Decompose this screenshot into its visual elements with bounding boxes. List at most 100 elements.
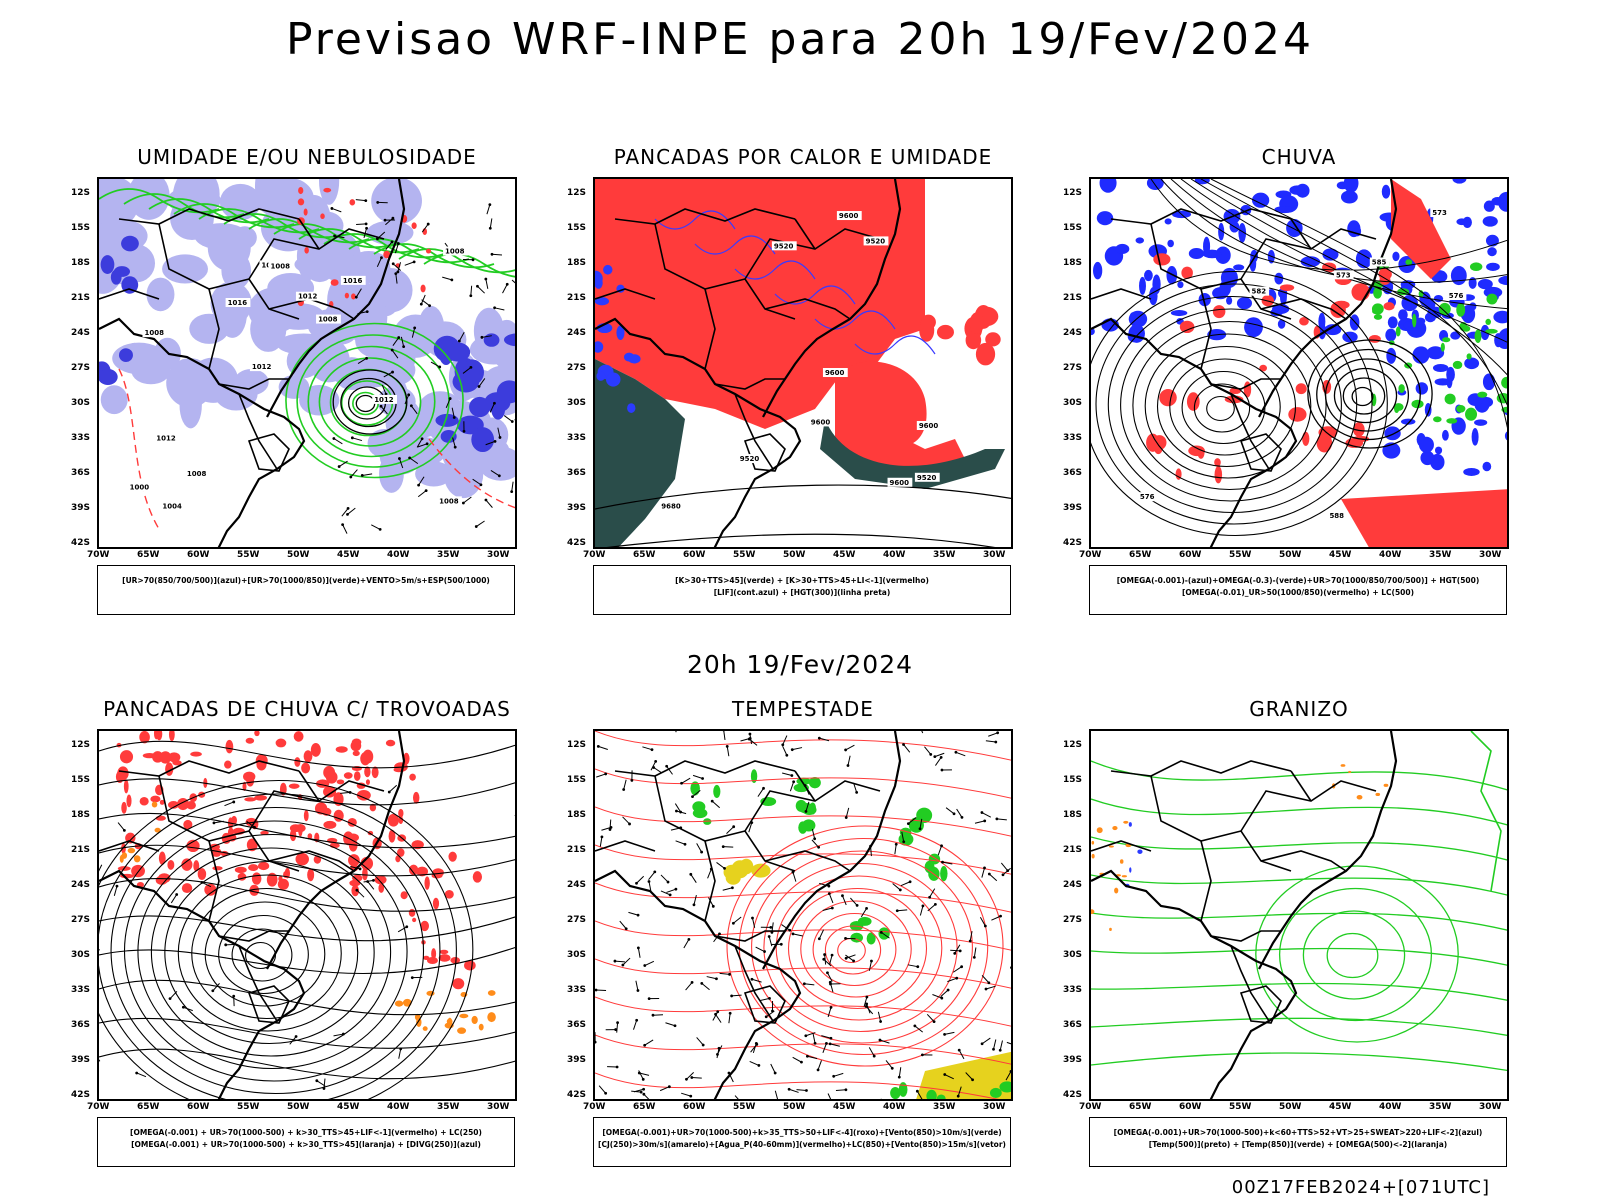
streamline [99,740,515,769]
humidity-area-blue [308,211,344,240]
longitude-tick-label: 60W [1179,550,1202,560]
isobar-contour [800,900,912,998]
svg-text:585: 585 [1372,258,1387,266]
wind-vector-head [636,913,640,917]
wind-vector [1006,1041,1011,1045]
wind-vector [755,946,765,952]
secondary-date-title: 20h 19/Fev/2024 [686,650,914,679]
latitude-tick-label: 36S [1063,468,1083,478]
wind-vector-head [396,242,400,245]
wind-vector [475,520,485,527]
wind-area-green [703,818,712,825]
wind-vector-head [364,222,368,226]
wind-vector [847,755,851,766]
thunderstorm-area-red [356,789,371,801]
wind-vector [681,1092,691,1097]
wind-vector-head [399,1047,403,1051]
longitude-tick-label: 60W [187,550,210,560]
wind-vector-head [365,226,368,230]
longitude-tick-label: 45W [833,550,856,560]
wind-vector-head [683,842,687,846]
wind-vector-head [615,1065,619,1069]
wind-vector-head [402,345,406,348]
omega-area-blue [1144,269,1153,282]
wind-vector [442,276,452,281]
wind-vector [934,752,945,758]
svg-text:9680: 9680 [661,502,681,510]
wind-vector-head [980,811,984,814]
wind-vector [417,490,427,498]
wind-vector-head [788,928,792,932]
latitude-tick-label: 12S [567,188,587,198]
wind-vector [470,285,473,296]
wind-vector-head [715,977,718,981]
wind-vector [472,478,482,486]
omega-area-green [1372,308,1380,315]
svg-text:573: 573 [1432,209,1447,217]
streamline [99,1017,515,1049]
wind-vector [420,294,426,305]
thunderstorm-area-red [248,864,259,872]
temperature-850-contour [1091,874,1507,896]
omega-area-blue [1139,276,1146,295]
rain-area-red [1391,179,1451,279]
wind-vector [170,894,178,904]
longitude-tick-label: 35W [933,1102,956,1112]
wind-vector [1005,1071,1011,1081]
thunderstorm-area-red [364,766,371,778]
country-border [764,298,851,320]
country-border [1091,840,1152,852]
wind-vector-head [983,924,987,928]
wind-vector-head [792,780,796,784]
wind-vector [940,989,949,998]
wind-vector [726,746,730,757]
country-border [794,770,816,802]
omega-area-blue [1233,264,1245,271]
wind-vector-head [954,750,958,754]
height-contour [595,484,1011,510]
wind-vector-head [730,886,734,890]
contour-label: 1012 [372,394,398,404]
humidity-area-dark [110,269,122,285]
wind-vector-head [505,282,509,286]
wind-vector [919,905,924,916]
wind-vector [666,888,677,893]
omega-area-blue [1300,256,1321,268]
latitude-tick-label: 21S [567,845,587,855]
wind-vector-head [939,755,943,759]
wind-vector-head [115,884,119,888]
wind-vector-head [852,959,855,963]
humidity-area-blue [170,196,214,241]
thunderstorm-area-red [159,799,165,805]
thunderstorm-area-red [126,794,132,808]
wind-vector [985,985,996,990]
latitude-tick-label: 30S [1063,950,1083,960]
hail-area-blue [1137,849,1143,854]
wind-vector-head [817,736,821,740]
thunderstorm-area-red [325,770,338,784]
wind-vector [183,1006,193,1012]
latitude-tick-label: 21S [1063,293,1083,303]
wind-vector-head [958,949,962,953]
omega-area-blue [1274,205,1295,214]
wind-vector [481,335,492,338]
wind-vector-head [844,748,848,752]
omega-area-blue [1387,316,1398,329]
omega-area-green [1412,313,1417,328]
wind-vector-head [647,880,651,883]
longitude-tick-label: 65W [137,1102,160,1112]
longitude-tick-label: 50W [287,550,310,560]
wind-vector [877,1011,882,1022]
wind-vector-head [817,845,821,849]
longitude-tick-label: 65W [1129,1102,1152,1112]
isobar-contour [99,780,474,1099]
wind-vector [675,731,677,733]
wind-vector [937,845,943,856]
wind-vector [113,886,118,896]
wind-vector [944,1031,955,1035]
wind-vector-head [394,272,398,276]
svg-text:1008: 1008 [318,316,338,324]
latitude-tick-label: 15S [71,223,91,233]
map-graphic [1091,731,1507,1099]
jet-area-yellow [731,860,749,879]
